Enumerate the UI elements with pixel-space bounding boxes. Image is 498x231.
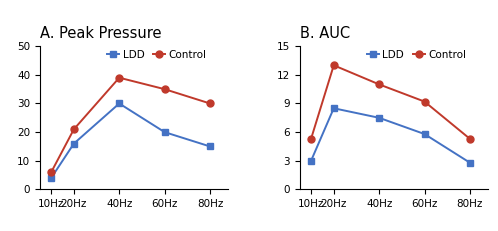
LDD [331,107,337,110]
Text: A. Peak Pressure: A. Peak Pressure [40,26,161,41]
Text: B. AUC: B. AUC [300,26,350,41]
Line: LDD: LDD [48,100,214,181]
LDD [71,142,77,145]
LDD [48,176,54,179]
LDD [376,116,382,119]
Control [308,137,314,140]
LDD [308,159,314,162]
Control [207,102,213,105]
Control [331,64,337,67]
Control [48,171,54,174]
LDD [162,131,168,134]
LDD [421,133,427,135]
Line: LDD: LDD [308,105,474,166]
Control [421,100,427,103]
LDD [207,145,213,148]
LDD [467,161,473,164]
LDD [116,102,122,105]
Control [467,137,473,140]
Legend: LDD, Control: LDD, Control [366,49,467,61]
Line: Control: Control [48,74,214,176]
Legend: LDD, Control: LDD, Control [106,49,207,61]
Control [71,128,77,131]
Control [116,76,122,79]
Control [376,83,382,86]
Line: Control: Control [308,62,474,142]
Control [162,88,168,91]
